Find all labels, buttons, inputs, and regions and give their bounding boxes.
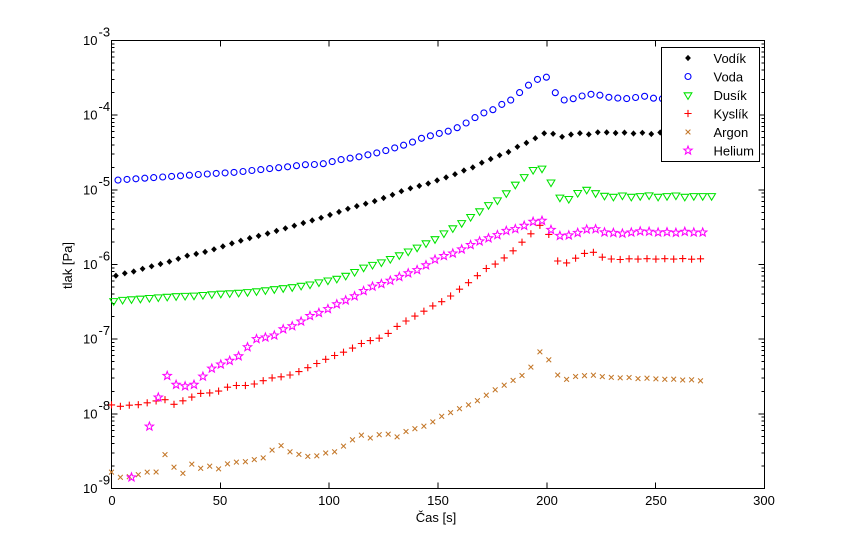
- svg-text:Argon: Argon: [714, 125, 749, 140]
- svg-text:-8: -8: [99, 398, 111, 413]
- svg-text:300: 300: [753, 493, 775, 508]
- svg-text:-7: -7: [99, 323, 111, 338]
- svg-text:10: 10: [83, 332, 97, 347]
- svg-text:10: 10: [83, 108, 97, 123]
- svg-text:-9: -9: [99, 473, 111, 488]
- svg-text:Dusík: Dusík: [714, 88, 748, 103]
- svg-text:10: 10: [83, 182, 97, 197]
- svg-text:Helium: Helium: [714, 144, 754, 159]
- svg-text:100: 100: [318, 493, 340, 508]
- svg-text:Voda: Voda: [714, 70, 744, 85]
- svg-text:200: 200: [536, 493, 558, 508]
- svg-text:Čas [s]: Čas [s]: [416, 510, 456, 525]
- svg-text:10: 10: [83, 481, 97, 496]
- svg-text:-5: -5: [99, 174, 111, 189]
- svg-text:-3: -3: [99, 25, 111, 40]
- svg-text:-4: -4: [99, 99, 111, 114]
- svg-text:tlak [Pa]: tlak [Pa]: [60, 242, 75, 289]
- svg-text:10: 10: [83, 33, 97, 48]
- svg-text:Kyslík: Kyslík: [714, 107, 749, 122]
- svg-text:10: 10: [83, 257, 97, 272]
- svg-text:0: 0: [108, 493, 115, 508]
- svg-text:10: 10: [83, 406, 97, 421]
- svg-text:Vodík: Vodík: [714, 51, 747, 66]
- svg-text:-6: -6: [99, 249, 111, 264]
- svg-text:50: 50: [213, 493, 227, 508]
- svg-text:250: 250: [645, 493, 667, 508]
- svg-text:150: 150: [427, 493, 449, 508]
